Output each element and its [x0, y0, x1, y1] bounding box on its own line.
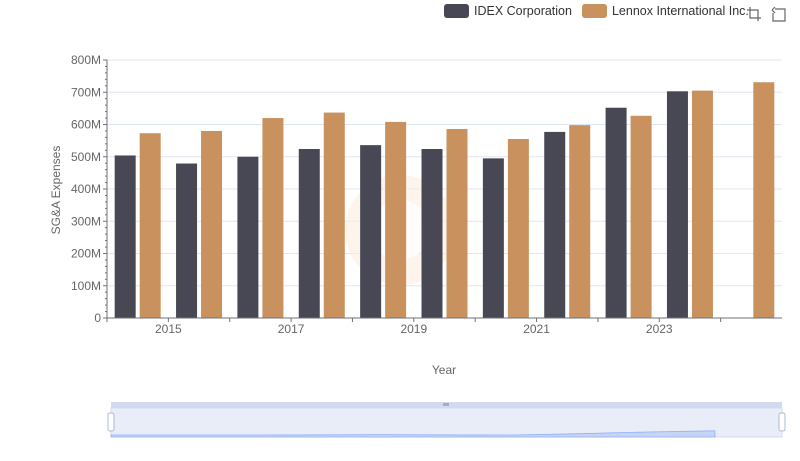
bar-idex-2019[interactable]	[421, 149, 443, 318]
legend-swatch-idex	[444, 4, 469, 18]
legend-label-idex: IDEX Corporation	[474, 4, 572, 18]
bar-lennox-2018[interactable]	[385, 121, 407, 318]
legend-item-lennox[interactable]: Lennox International Inc.	[581, 4, 749, 18]
x-axis-title: Year	[432, 363, 456, 377]
bars-group	[114, 82, 775, 319]
y-tick-label: 400M	[71, 182, 101, 196]
y-tick-label: 300M	[71, 214, 101, 228]
y-axis-ticks: 0 100M 200M 300M 400M 500M 600M 700M 800M	[71, 53, 108, 325]
restore-icon[interactable]	[771, 6, 787, 22]
x-axis-ticks: 2015 2017 2019 2021 2023	[106, 318, 722, 336]
bar-idex-2020[interactable]	[482, 158, 504, 318]
zoom-overview-area	[110, 430, 716, 438]
legend-label-lennox: Lennox International Inc.	[611, 4, 749, 18]
y-tick-label: 500M	[71, 150, 101, 164]
bar-idex-2021[interactable]	[544, 131, 566, 318]
bar-idex-2015[interactable]	[176, 163, 198, 318]
bar-lennox-2021[interactable]	[569, 125, 591, 319]
zoom-handle-right[interactable]	[778, 412, 786, 432]
zoom-handle-left[interactable]	[107, 412, 115, 432]
bar-lennox-2017[interactable]	[323, 112, 345, 318]
y-tick-label: 200M	[71, 247, 101, 261]
y-tick-label: 800M	[71, 53, 101, 67]
bar-lennox-2019[interactable]	[446, 129, 468, 318]
zoom-icon[interactable]	[746, 6, 762, 22]
bar-idex-2016[interactable]	[237, 156, 259, 318]
bar-lennox-2016[interactable]	[262, 118, 284, 318]
x-tick-label: 2019	[400, 322, 427, 336]
y-tick-label: 0	[94, 311, 101, 325]
x-tick-label: 2015	[155, 322, 182, 336]
bar-lennox-2023[interactable]	[691, 90, 713, 318]
bar-lennox-2014[interactable]	[139, 133, 161, 318]
legend-item-idex[interactable]: IDEX Corporation	[444, 4, 572, 18]
x-tick-label: 2017	[278, 322, 305, 336]
y-tick-label: 700M	[71, 85, 101, 99]
bar-idex-2017[interactable]	[298, 149, 320, 318]
bar-idex-2023[interactable]	[666, 91, 688, 318]
bar-idex-2018[interactable]	[360, 145, 382, 318]
x-tick-label: 2023	[646, 322, 673, 336]
data-zoom-slider[interactable]	[107, 402, 786, 438]
y-axis-title: SG&A Expenses	[49, 146, 63, 235]
bar-idex-2022[interactable]	[605, 107, 627, 318]
toolbox	[746, 6, 787, 22]
bar-lennox-2015[interactable]	[201, 130, 223, 318]
bar-lennox-2024[interactable]	[753, 82, 775, 318]
bar-lennox-2020[interactable]	[507, 139, 529, 318]
legend: IDEX Corporation Lennox International In…	[444, 4, 749, 18]
zoom-drag-grip[interactable]	[443, 403, 449, 406]
y-tick-label: 100M	[71, 279, 101, 293]
y-tick-label: 600M	[71, 118, 101, 132]
bar-lennox-2022[interactable]	[630, 115, 652, 318]
x-tick-label: 2021	[523, 322, 550, 336]
bar-idex-2014[interactable]	[114, 155, 136, 318]
legend-swatch-lennox	[581, 4, 607, 18]
